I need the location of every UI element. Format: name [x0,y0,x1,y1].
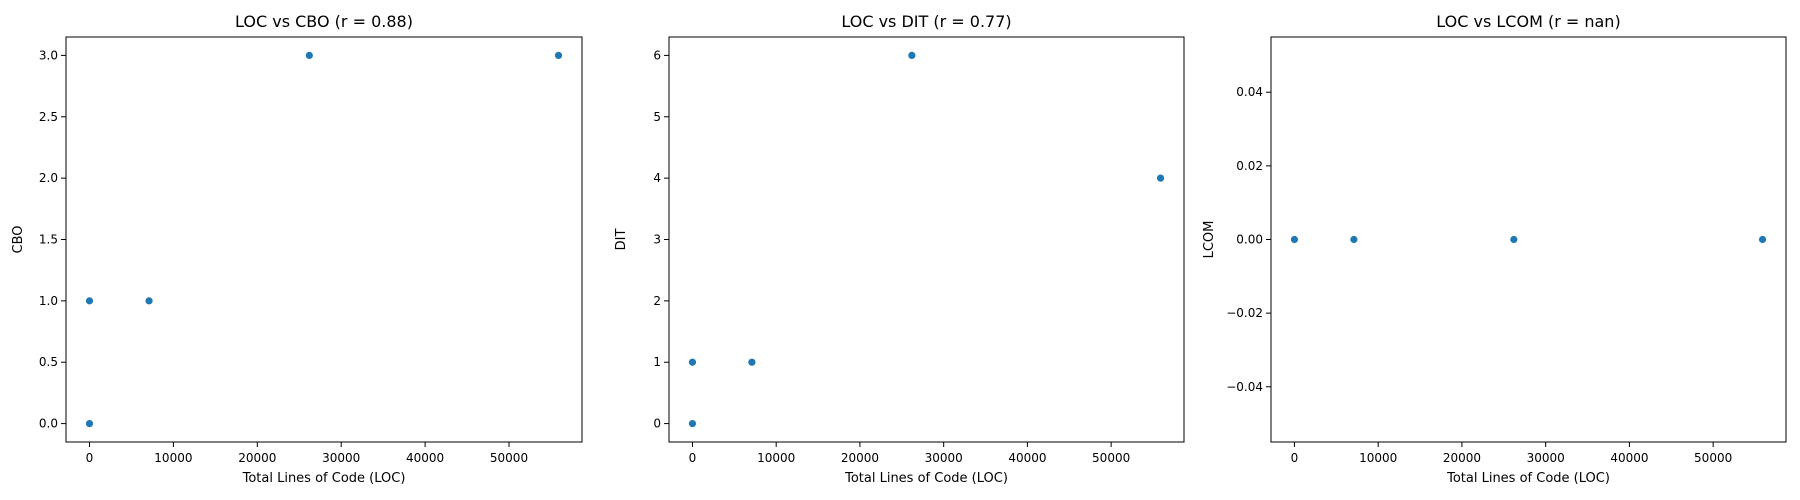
data-point [85,419,94,428]
y-tick-label: 6 [653,48,661,62]
y-tick-label: −0.02 [1226,306,1263,320]
y-tick-label: 2.5 [39,110,58,124]
y-tick-label: −0.04 [1226,380,1263,394]
chart-panel-3: LOC vs LCOM (r = nan) 0 10000 20000 30000 400… [1202,12,1787,486]
y-axis-label: DIT [614,229,629,251]
y-tick-label: 3 [653,233,661,247]
x-tick-label: 50000 [490,451,528,465]
data-point [688,419,697,428]
y-tick-label: 0.5 [39,355,58,369]
data-point [554,51,563,60]
y-tick-label: 0.00 [1236,233,1263,247]
plot-area-frame [65,36,583,443]
x-tick-label: 40000 [1610,451,1648,465]
y-tick-label: 1 [653,355,661,369]
data-point [1290,235,1299,244]
chart-title: LOC vs CBO (r = 0.88) [235,12,413,31]
y-tick-label: 1.5 [39,233,58,247]
data-point [85,297,94,305]
y-tick-label: 0.02 [1236,159,1263,173]
x-tick-label: 50000 [1694,451,1732,465]
chart-title: LOC vs DIT (r = 0.77) [841,12,1011,31]
plot-area-frame [668,36,1185,443]
x-tick-label: 30000 [925,451,963,465]
x-tick-label: 20000 [238,451,276,465]
data-point [1510,235,1518,244]
x-tick-label: 40000 [406,451,444,465]
x-tick-label: 10000 [1359,451,1397,465]
data-point [1758,235,1767,244]
y-axis-label: LCOM [1202,221,1217,259]
x-tick-label: 10000 [757,451,795,465]
y-axis-label: CBO [11,226,26,254]
x-tick-label: 20000 [841,451,879,465]
x-tick-label: 0 [86,451,94,465]
chart-title: LOC vs LCOM (r = nan) [1436,12,1620,31]
x-axis-label: Total Lines of Code (LOC) [242,471,406,486]
chart-panel-2: LOC vs DIT (r = 0.77) 0 10000 20000 30000 400… [614,12,1185,486]
x-tick-label: 0 [689,451,697,465]
y-tick-label: 5 [653,110,661,124]
chart-panel-1: LOC vs CBO (r = 0.88) 0 10000 20000 30000 400… [11,12,583,486]
x-tick-label: 0 [1291,451,1299,465]
x-axis-label: Total Lines of Code (LOC) [1446,471,1610,486]
x-tick-label: 10000 [154,451,192,465]
data-point [688,358,697,366]
x-axis-label: Total Lines of Code (LOC) [844,471,1008,486]
y-tick-label: 0.04 [1236,85,1263,99]
data-point [145,297,153,305]
y-tick-label: 2 [653,294,661,308]
data-point [1156,174,1165,182]
y-tick-label: 4 [653,171,661,185]
data-point [908,51,916,60]
y-tick-label: 0.0 [39,417,58,431]
y-tick-label: 3.0 [39,48,58,62]
x-tick-label: 20000 [1443,451,1481,465]
plot-area-frame [1270,36,1787,443]
x-tick-label: 30000 [322,451,360,465]
y-tick-label: 0 [653,417,661,431]
data-point [305,51,313,60]
data-point [748,358,756,366]
x-tick-label: 50000 [1092,451,1130,465]
x-tick-label: 30000 [1527,451,1565,465]
y-tick-label: 2.0 [39,171,58,185]
y-tick-label: 1.0 [39,294,58,308]
x-tick-label: 40000 [1008,451,1046,465]
data-point [1350,235,1358,244]
